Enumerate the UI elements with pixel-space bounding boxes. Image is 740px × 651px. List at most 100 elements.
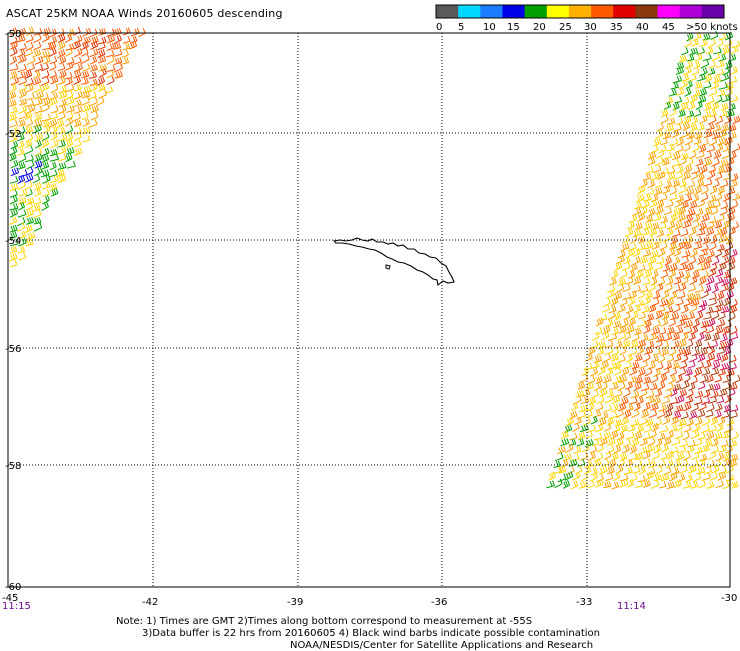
wind-barb	[661, 318, 668, 326]
wind-barb	[722, 249, 729, 257]
wind-barb	[10, 71, 16, 79]
wind-barb	[594, 382, 602, 391]
wind-barb	[704, 256, 711, 263]
wind-barb	[671, 340, 679, 348]
wind-barb	[668, 375, 675, 384]
wind-barb	[680, 229, 688, 237]
wind-barb	[9, 91, 16, 99]
wind-barb	[661, 115, 669, 124]
wind-barb	[603, 481, 611, 488]
legend-label-35: 35	[610, 22, 623, 33]
wind-barb	[594, 356, 602, 363]
wind-barb	[626, 432, 634, 439]
wind-barb	[622, 417, 628, 425]
wind-barb	[658, 248, 665, 257]
wind-barb	[655, 389, 662, 396]
wind-barb	[114, 49, 122, 56]
wind-barb	[553, 461, 560, 468]
wind-barb	[596, 403, 603, 411]
wind-barb	[675, 431, 683, 439]
wind-barb	[712, 361, 720, 370]
wind-barb	[614, 321, 622, 328]
wind-barb	[58, 146, 66, 154]
wind-barb	[632, 362, 639, 369]
wind-barb	[706, 276, 714, 284]
wind-barb	[43, 43, 51, 50]
lon-label-39: -39	[287, 597, 303, 608]
legend-label-25: 25	[559, 22, 572, 33]
wind-barb	[676, 452, 684, 460]
wind-barb	[646, 215, 653, 222]
wind-barb	[609, 306, 617, 313]
wind-barb	[707, 170, 715, 179]
wind-barb	[718, 166, 725, 173]
wind-barb	[606, 368, 613, 376]
wind-barb	[623, 284, 630, 292]
wind-barb	[625, 382, 632, 389]
wind-barb	[74, 113, 81, 121]
wind-barb	[682, 122, 689, 131]
wind-barb	[558, 474, 566, 482]
wind-barb	[588, 346, 596, 354]
wind-barb	[611, 297, 618, 306]
wind-barb	[98, 37, 106, 44]
wind-barb	[661, 138, 668, 145]
wind-barb	[702, 417, 710, 425]
wind-barb	[585, 353, 592, 361]
wind-barb	[644, 222, 653, 229]
wind-barb	[685, 396, 693, 403]
wind-barb	[26, 217, 33, 224]
wind-barb	[700, 375, 708, 383]
wind-barb	[709, 293, 717, 300]
wind-barb	[676, 166, 683, 174]
wind-barb	[706, 307, 713, 313]
wind-barb	[688, 465, 696, 473]
wind-barb	[617, 305, 625, 313]
wind-barb	[49, 97, 57, 106]
wind-barb	[653, 213, 661, 221]
wind-barb	[719, 33, 726, 40]
wind-barb	[646, 445, 655, 453]
wind-barb	[9, 253, 17, 261]
wind-barb	[17, 72, 25, 79]
wind-barb	[673, 384, 680, 391]
wind-barb	[49, 70, 56, 77]
wind-barb	[591, 416, 597, 424]
lat-label-56: -56	[5, 344, 21, 355]
wind-barb	[658, 404, 666, 411]
wind-barb	[719, 82, 728, 89]
wind-barb	[654, 474, 662, 481]
wind-barb	[723, 453, 730, 461]
wind-barb	[26, 42, 33, 51]
wind-barb	[612, 404, 619, 412]
wind-barb	[51, 106, 59, 114]
wind-barb	[684, 402, 692, 411]
wind-barb	[613, 445, 620, 454]
wind-barb	[691, 326, 698, 334]
note-line-2: 3)Data buffer is 22 hrs from 20160605 4)…	[142, 628, 600, 639]
wind-barb	[702, 368, 710, 375]
wind-barb	[583, 417, 590, 425]
wind-barb	[651, 145, 658, 153]
wind-barb	[596, 376, 603, 384]
wind-barb	[648, 151, 656, 159]
wind-barb	[694, 109, 701, 117]
wind-barb	[721, 306, 729, 313]
legend-label-15: 15	[507, 22, 520, 33]
wind-barb	[688, 256, 695, 264]
lat-label-54: -54	[5, 236, 21, 247]
wind-barb	[98, 84, 105, 91]
wind-barb	[706, 47, 713, 54]
time-label-left: 11:15	[2, 601, 31, 612]
wind-barb	[713, 383, 720, 390]
south-georgia-coastline	[334, 238, 454, 285]
legend-label-20: 20	[533, 22, 546, 33]
wind-barb	[680, 283, 687, 291]
wind-barb	[711, 439, 718, 447]
wind-barb	[626, 354, 632, 362]
wind-barb	[623, 388, 630, 397]
wind-barb	[34, 182, 41, 190]
wind-barb	[731, 432, 739, 440]
wind-barb	[695, 391, 703, 398]
wind-barb	[698, 382, 705, 390]
